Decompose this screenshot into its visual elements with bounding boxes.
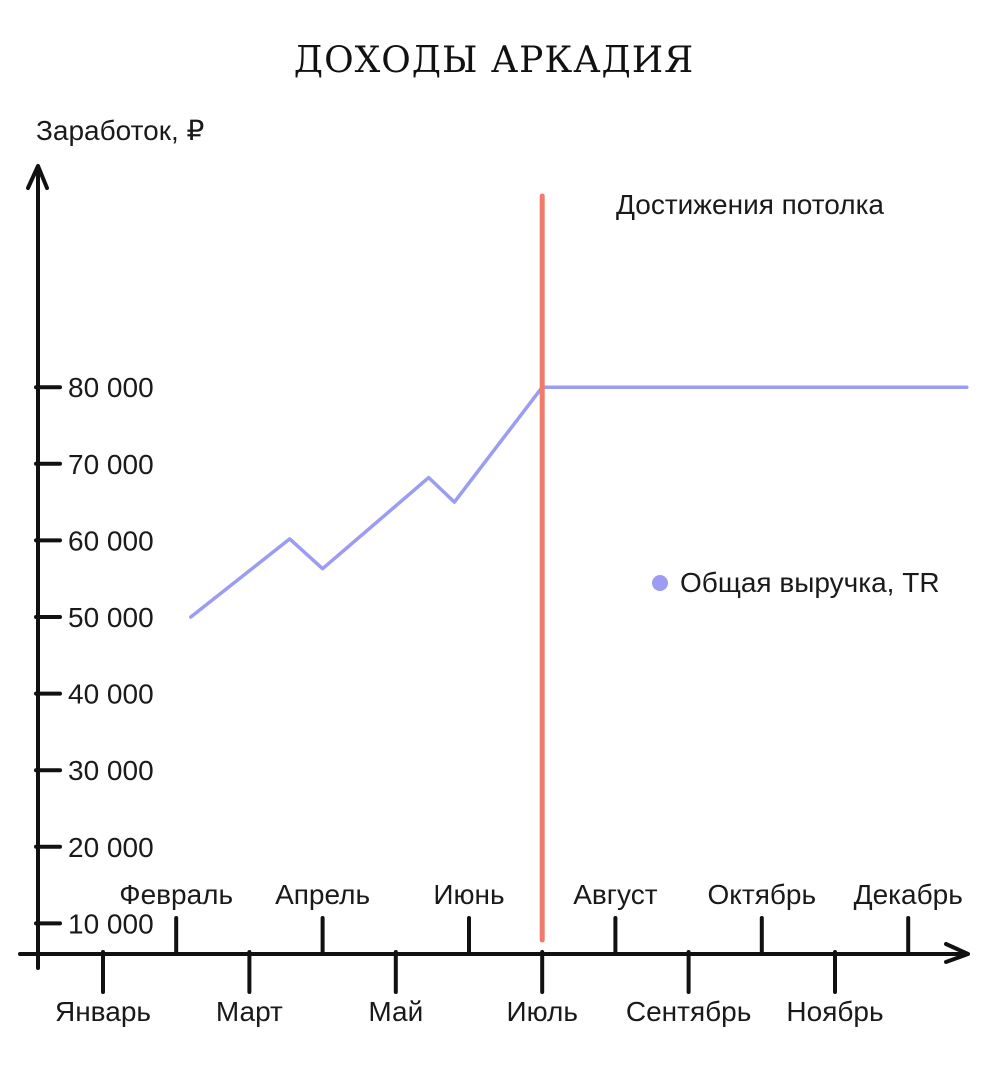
- legend-label: Общая выручка, TR: [680, 567, 940, 598]
- y-tick-label: 70 000: [68, 449, 154, 480]
- x-tick-label: Август: [573, 879, 657, 910]
- y-tick-label: 60 000: [68, 525, 154, 556]
- y-tick-label: 30 000: [68, 755, 154, 786]
- x-tick-label: Июль: [506, 996, 577, 1027]
- y-tick-label: 10 000: [68, 908, 154, 939]
- y-tick-label: 20 000: [68, 832, 154, 863]
- x-tick-label: Февраль: [119, 879, 233, 910]
- legend-dot: [652, 575, 668, 591]
- x-tick-label: Январь: [55, 996, 151, 1027]
- y-axis-arrowhead: [26, 164, 49, 190]
- y-ticks: 10 000 20 000 30 000 40 000 50 000 60 000 70 0…: [34, 372, 154, 939]
- ceiling-annotation: Достижения потолка: [616, 189, 884, 220]
- x-ticks: Январь Февраль Март Апрель Май Июнь Июль Август…: [55, 879, 963, 1027]
- x-tick-label: Октябрь: [708, 879, 817, 910]
- x-axis-arrowhead: [944, 942, 970, 964]
- y-axis-label: Заработок, ₽: [36, 115, 204, 146]
- x-tick-label: Декабрь: [854, 879, 963, 910]
- x-tick-label: Май: [368, 996, 423, 1027]
- chart-title: ДОХОДЫ АРКАДИЯ: [294, 40, 694, 81]
- x-tick-label: Март: [216, 996, 283, 1027]
- y-tick-label: 50 000: [68, 602, 154, 633]
- y-tick-label: 40 000: [68, 679, 154, 710]
- x-tick-label: Сентябрь: [626, 996, 751, 1027]
- x-tick-label: Июнь: [433, 879, 504, 910]
- legend: Общая выручка, TR: [652, 567, 940, 598]
- y-tick-label: 80 000: [68, 372, 154, 403]
- axes: [18, 164, 970, 970]
- x-tick-label: Ноябрь: [786, 996, 883, 1027]
- x-tick-label: Апрель: [275, 879, 370, 910]
